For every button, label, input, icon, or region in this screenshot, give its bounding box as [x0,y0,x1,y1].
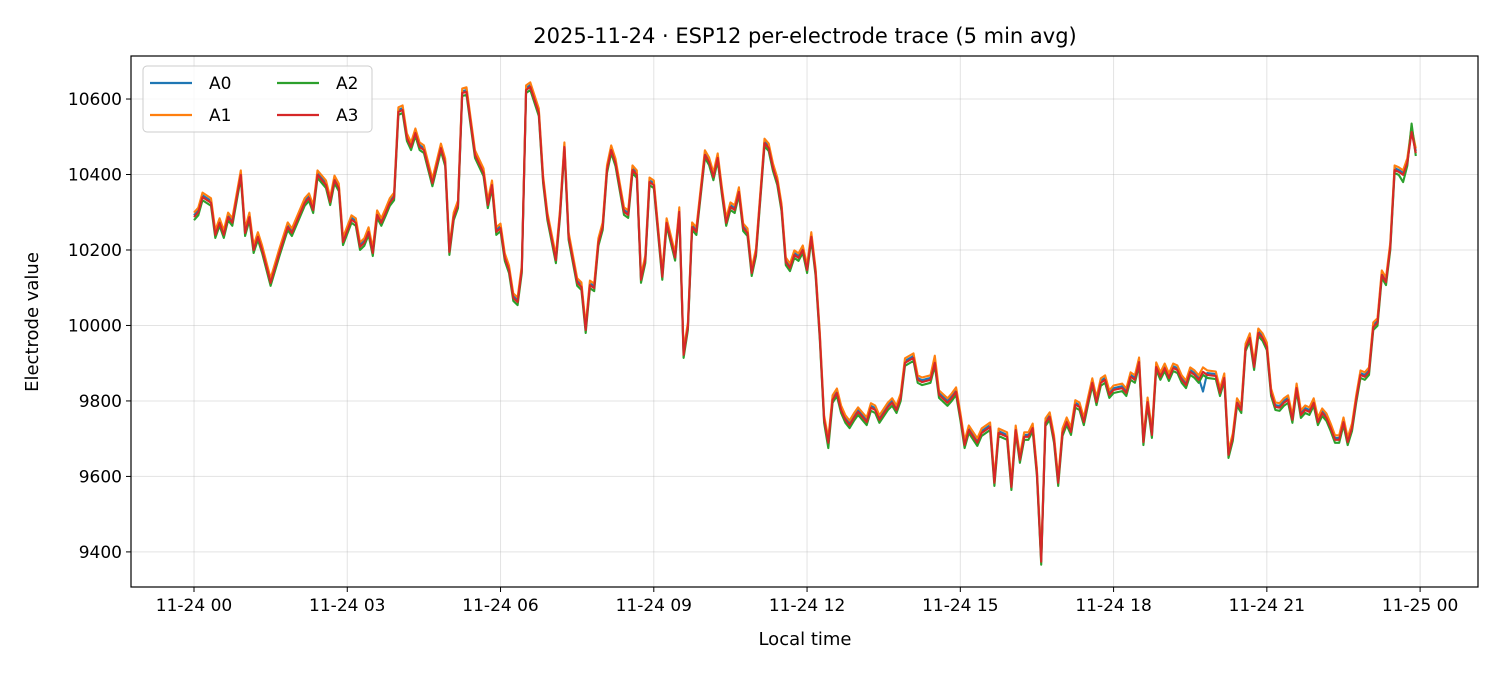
legend-label-a1: A1 [209,106,231,126]
x-axis-ticks: 11-24 00 11-24 03 11-24 06 11-24 09 11-24 12… [156,587,1458,616]
x-tick-label: 11-24 18 [1075,596,1151,616]
legend-label-a0: A0 [209,74,231,94]
x-tick-label: 11-24 15 [922,596,998,616]
y-tick-label: 9800 [79,392,122,412]
series-line-a3 [193,85,1417,563]
legend: A0 A1 A2 A3 [142,65,373,133]
y-axis-label: Electrode value [22,252,43,392]
x-tick-label: 11-24 03 [309,596,385,616]
chart-title: 2025-11-24 · ESP12 per-electrode trace (… [533,24,1076,48]
series-lines [193,81,1417,566]
x-tick-label: 11-24 21 [1229,596,1305,616]
y-tick-label: 10000 [68,316,122,336]
legend-label-a3: A3 [336,106,358,126]
y-tick-label: 10400 [68,166,122,186]
y-tick-label: 9600 [79,467,122,487]
x-tick-label: 11-24 00 [156,596,232,616]
x-tick-label: 11-24 06 [462,596,538,616]
plot-frame [130,55,1479,588]
x-axis-label: Local time [758,629,851,650]
y-tick-label: 10600 [68,90,122,110]
y-tick-label: 10200 [68,241,122,261]
y-axis-ticks: 9400 9600 9800 10000 10200 10400 10600 [68,90,131,563]
y-tick-label: 9400 [79,543,122,563]
x-tick-label: 11-24 12 [769,596,845,616]
x-tick-label: 11-25 00 [1382,596,1458,616]
x-tick-label: 11-24 09 [616,596,692,616]
legend-label-a2: A2 [336,74,358,94]
